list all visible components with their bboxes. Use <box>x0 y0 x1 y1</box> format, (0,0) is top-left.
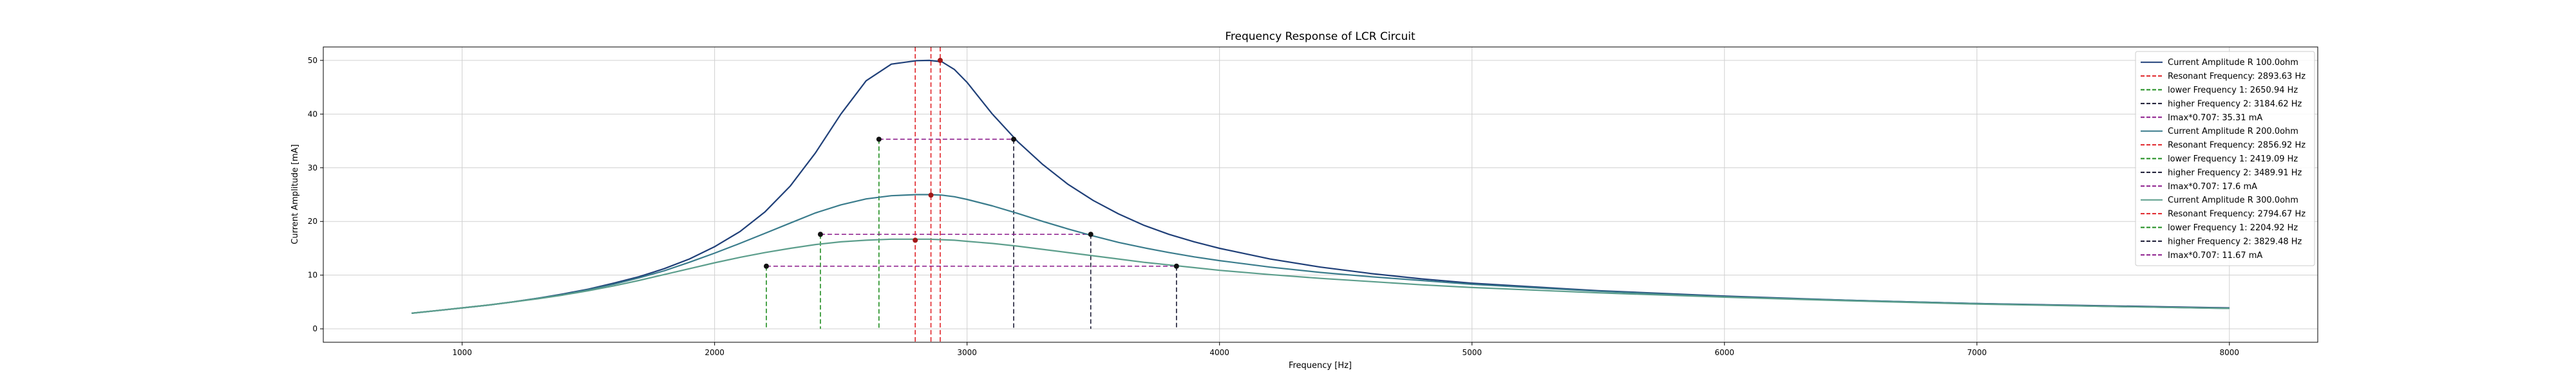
marker-line-layer <box>766 47 1177 342</box>
legend-label: Imax*0.707: 35.31 mA <box>2168 113 2262 123</box>
higher-frequency-point <box>1011 136 1017 142</box>
x-tick-label: 8000 <box>2220 348 2240 357</box>
series-line <box>412 238 2230 314</box>
y-tick-label: 40 <box>308 109 317 118</box>
x-tick-label: 7000 <box>1967 348 1987 357</box>
plot-frame <box>323 46 2318 343</box>
y-tick-label: 50 <box>308 56 317 65</box>
legend-label: Current Amplitude R 200.0ohm <box>2168 127 2298 136</box>
higher-frequency-point <box>1173 263 1179 269</box>
series-line <box>412 59 2230 314</box>
y-tick-label: 10 <box>308 271 317 280</box>
lower-frequency-point <box>817 232 823 237</box>
y-axis-label: Current Amplitude [mA] <box>290 144 300 244</box>
legend-label: Current Amplitude R 100.0ohm <box>2168 58 2298 68</box>
x-tick-label: 2000 <box>705 348 724 357</box>
x-tick-label: 3000 <box>957 348 977 357</box>
legend-label: Resonant Frequency: 2794.67 Hz <box>2168 210 2306 219</box>
legend-label: Resonant Frequency: 2893.63 Hz <box>2168 72 2306 82</box>
lower-frequency-point <box>876 136 882 142</box>
higher-frequency-point <box>1088 232 1094 237</box>
y-tick-label: 30 <box>308 163 317 172</box>
legend-label: higher Frequency 2: 3184.62 Hz <box>2168 99 2302 109</box>
y-tick-label: 20 <box>308 217 317 226</box>
point-layer <box>763 57 1179 269</box>
legend: Current Amplitude R 100.0ohm Resonant Fre… <box>2135 51 2315 266</box>
series-line <box>412 194 2230 314</box>
legend-label: Resonant Frequency: 2856.92 Hz <box>2168 141 2306 151</box>
x-tick-label: 4000 <box>1209 348 1229 357</box>
x-tick-label: 6000 <box>1714 348 1734 357</box>
legend-label: higher Frequency 2: 3829.48 Hz <box>2168 237 2302 246</box>
legend-box <box>2135 51 2315 266</box>
legend-label: higher Frequency 2: 3489.91 Hz <box>2168 168 2302 178</box>
resonant-point <box>913 237 918 243</box>
tick-layer: 1000 2000 3000 4000 5000 6000 7000 8000 0 10 20 30 4… <box>308 56 2239 357</box>
legend-label: Imax*0.707: 11.67 mA <box>2168 251 2262 261</box>
series-layer <box>412 59 2230 314</box>
x-tick-label: 1000 <box>452 348 472 357</box>
y-tick-label: 0 <box>312 324 317 333</box>
grid-layer <box>323 47 2318 342</box>
resonant-point <box>928 192 934 198</box>
legend-label: lower Frequency 1: 2650.94 Hz <box>2168 86 2298 95</box>
chart-title: Frequency Response of LCR Circuit <box>1225 30 1416 43</box>
x-tick-label: 5000 <box>1462 348 1482 357</box>
lower-frequency-point <box>763 263 769 269</box>
legend-label: Imax*0.707: 17.6 mA <box>2168 182 2257 192</box>
legend-label: lower Frequency 1: 2204.92 Hz <box>2168 223 2298 233</box>
resonant-point <box>937 57 943 63</box>
x-axis-label: Frequency [Hz] <box>1289 361 1352 371</box>
legend-label: Current Amplitude R 300.0ohm <box>2168 196 2298 205</box>
legend-label: lower Frequency 1: 2419.09 Hz <box>2168 154 2298 164</box>
